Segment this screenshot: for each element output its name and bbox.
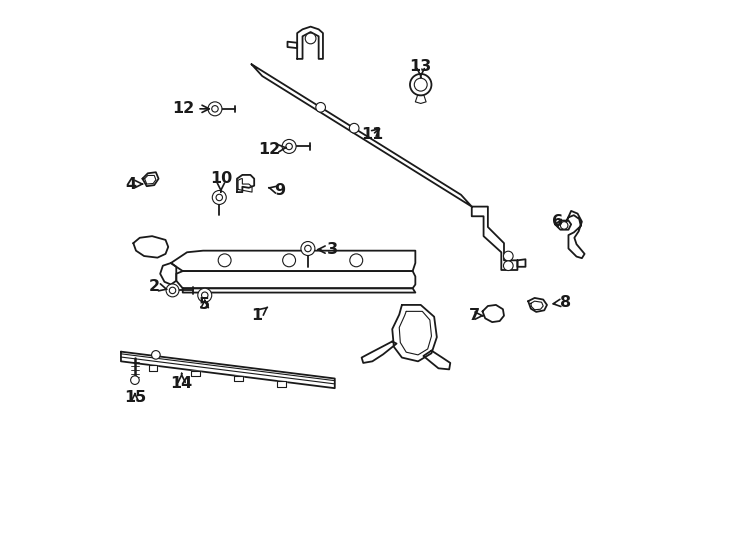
Polygon shape — [171, 251, 415, 271]
Circle shape — [197, 288, 211, 302]
Polygon shape — [297, 26, 323, 59]
Polygon shape — [183, 288, 415, 293]
Polygon shape — [288, 42, 297, 48]
Text: 5: 5 — [199, 298, 211, 313]
Polygon shape — [424, 350, 450, 369]
Polygon shape — [392, 305, 437, 361]
Text: 4: 4 — [125, 177, 142, 192]
Polygon shape — [121, 352, 335, 388]
Text: 1: 1 — [251, 307, 267, 323]
Circle shape — [212, 191, 226, 205]
Circle shape — [216, 194, 222, 201]
Text: 13: 13 — [410, 59, 432, 77]
Circle shape — [410, 74, 432, 96]
Polygon shape — [142, 172, 159, 186]
Polygon shape — [237, 175, 254, 192]
Circle shape — [282, 139, 296, 153]
Circle shape — [208, 102, 222, 116]
Polygon shape — [134, 236, 168, 258]
Polygon shape — [415, 96, 426, 104]
Text: 10: 10 — [210, 171, 232, 192]
Circle shape — [305, 33, 316, 44]
Circle shape — [152, 350, 160, 359]
Polygon shape — [234, 376, 243, 381]
Text: 14: 14 — [170, 374, 193, 391]
Text: 2: 2 — [149, 279, 167, 294]
Text: 12: 12 — [258, 141, 286, 157]
Polygon shape — [252, 64, 472, 207]
Circle shape — [170, 287, 175, 294]
Text: 7: 7 — [469, 308, 483, 323]
Circle shape — [560, 221, 568, 229]
Circle shape — [131, 376, 139, 384]
Polygon shape — [482, 305, 504, 322]
Text: 8: 8 — [553, 295, 571, 310]
Polygon shape — [472, 207, 517, 270]
Polygon shape — [566, 211, 584, 258]
Circle shape — [202, 292, 208, 299]
Text: 9: 9 — [269, 183, 286, 198]
Circle shape — [504, 261, 513, 271]
Polygon shape — [362, 341, 396, 363]
Circle shape — [305, 245, 311, 252]
Circle shape — [504, 251, 513, 261]
Text: 6: 6 — [552, 214, 563, 229]
Circle shape — [166, 284, 179, 297]
Polygon shape — [517, 259, 526, 267]
Polygon shape — [528, 298, 547, 312]
Polygon shape — [149, 366, 157, 371]
Text: 3: 3 — [318, 242, 338, 257]
Circle shape — [286, 143, 292, 150]
Circle shape — [283, 254, 296, 267]
Text: 15: 15 — [124, 390, 146, 406]
Circle shape — [301, 241, 315, 255]
Circle shape — [350, 254, 363, 267]
Polygon shape — [192, 371, 200, 376]
Polygon shape — [160, 263, 176, 285]
Polygon shape — [176, 271, 415, 288]
Circle shape — [218, 254, 231, 267]
Circle shape — [211, 106, 218, 112]
Polygon shape — [277, 381, 286, 387]
Text: 11: 11 — [361, 127, 383, 142]
Circle shape — [316, 103, 325, 112]
Circle shape — [414, 78, 427, 91]
Polygon shape — [555, 220, 571, 230]
Circle shape — [349, 123, 359, 133]
Text: 12: 12 — [172, 102, 209, 116]
